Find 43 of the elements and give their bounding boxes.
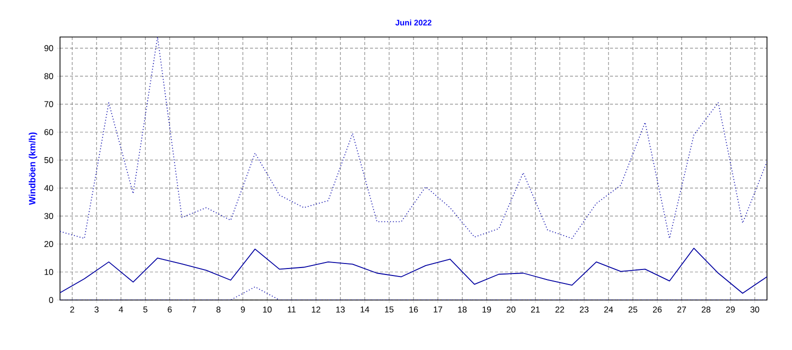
x-tick-label: 6 (168, 306, 172, 313)
y-tick-label: 60 (44, 129, 54, 136)
y-tick-label: 40 (44, 185, 54, 192)
line-series (60, 36, 767, 239)
x-tick-label: 23 (580, 306, 589, 313)
y-axis-title: Windböen (km/h) (28, 132, 38, 205)
y-tick-label: 70 (44, 101, 54, 108)
x-tick-label: 10 (263, 306, 272, 313)
x-tick-label: 24 (604, 306, 614, 312)
y-tick-label: 10 (44, 269, 54, 276)
x-tick-label: 13 (336, 306, 345, 313)
x-tick-label: 11 (288, 306, 296, 312)
x-tick-label: 8 (216, 306, 220, 313)
x-tick-label: 9 (240, 306, 245, 313)
x-tick-label: 20 (506, 306, 516, 313)
y-tick-label: 50 (44, 157, 54, 164)
y-tick-label: 0 (49, 296, 54, 303)
x-tick-label: 15 (385, 306, 394, 312)
x-tick-label: 16 (409, 306, 418, 313)
chart-title: Juni 2022 (395, 20, 432, 26)
x-tick-label: 21 (531, 306, 540, 312)
x-tick-label: 19 (482, 306, 491, 313)
x-tick-label: 30 (750, 306, 760, 313)
x-tick-label: 14 (360, 306, 370, 312)
line-series (60, 248, 767, 294)
x-tick-label: 4 (118, 306, 124, 312)
x-tick-label: 25 (628, 306, 638, 313)
y-tick-label: 30 (44, 213, 54, 220)
x-tick-label: 2 (70, 306, 74, 312)
x-tick-label: 5 (143, 306, 148, 312)
x-tick-label: 7 (192, 306, 196, 312)
x-tick-label: 26 (652, 306, 662, 313)
y-tick-label: 90 (44, 45, 54, 52)
x-tick-label: 17 (434, 306, 442, 312)
x-tick-label: 28 (702, 306, 710, 313)
x-tick-label: 3 (94, 306, 99, 313)
x-tick-label: 29 (726, 306, 735, 313)
x-tick-label: 27 (677, 306, 686, 312)
x-tick-label: 18 (458, 306, 467, 313)
y-tick-label: 80 (44, 73, 54, 80)
y-tick-label: 20 (44, 241, 54, 248)
x-tick-label: 12 (312, 306, 320, 312)
x-tick-label: 22 (555, 306, 564, 312)
